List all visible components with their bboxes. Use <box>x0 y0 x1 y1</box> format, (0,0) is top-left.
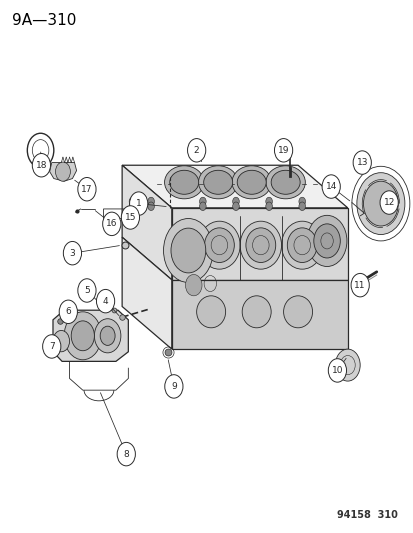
Circle shape <box>53 330 69 352</box>
Circle shape <box>164 375 183 398</box>
Ellipse shape <box>245 228 275 263</box>
Text: 10: 10 <box>331 366 342 375</box>
Text: 11: 11 <box>354 281 365 289</box>
Text: 8: 8 <box>123 450 129 458</box>
Ellipse shape <box>164 166 203 199</box>
Circle shape <box>121 206 139 229</box>
Circle shape <box>100 326 115 345</box>
Circle shape <box>232 202 239 211</box>
Circle shape <box>171 228 205 273</box>
Circle shape <box>163 219 213 282</box>
Text: 15: 15 <box>124 213 136 222</box>
Circle shape <box>313 224 339 258</box>
Circle shape <box>328 359 346 382</box>
Text: 4: 4 <box>102 297 108 305</box>
Circle shape <box>199 202 206 211</box>
Ellipse shape <box>265 166 304 199</box>
Ellipse shape <box>204 228 234 263</box>
Text: 9: 9 <box>171 382 176 391</box>
Circle shape <box>187 139 205 162</box>
Polygon shape <box>50 163 76 181</box>
Ellipse shape <box>242 296 271 328</box>
Circle shape <box>43 335 61 358</box>
Circle shape <box>147 197 154 206</box>
Circle shape <box>117 442 135 466</box>
Ellipse shape <box>203 171 232 195</box>
Circle shape <box>63 241 81 265</box>
Text: 94158  310: 94158 310 <box>336 510 396 520</box>
Polygon shape <box>171 208 347 280</box>
Text: 14: 14 <box>325 182 336 191</box>
Ellipse shape <box>281 221 322 269</box>
Polygon shape <box>53 310 128 361</box>
Ellipse shape <box>271 171 299 195</box>
Circle shape <box>129 192 147 215</box>
Circle shape <box>102 212 121 236</box>
Ellipse shape <box>198 166 237 199</box>
Text: 19: 19 <box>277 146 289 155</box>
Text: 3: 3 <box>69 249 75 257</box>
Text: 5: 5 <box>84 286 90 295</box>
Circle shape <box>32 154 50 177</box>
Circle shape <box>379 191 397 214</box>
Text: 18: 18 <box>36 161 47 169</box>
Circle shape <box>321 175 339 198</box>
Ellipse shape <box>237 171 266 195</box>
Circle shape <box>335 349 359 381</box>
Circle shape <box>232 197 239 206</box>
Circle shape <box>129 202 135 211</box>
Polygon shape <box>122 237 171 349</box>
Circle shape <box>71 321 94 351</box>
Circle shape <box>265 202 272 211</box>
Ellipse shape <box>287 228 316 263</box>
Text: 9A—310: 9A—310 <box>12 13 76 28</box>
Polygon shape <box>171 280 347 349</box>
Text: 13: 13 <box>356 158 367 167</box>
Text: 12: 12 <box>382 198 394 207</box>
Circle shape <box>356 173 404 235</box>
Circle shape <box>147 202 154 211</box>
Circle shape <box>185 274 202 296</box>
Circle shape <box>265 197 272 206</box>
Polygon shape <box>122 165 171 280</box>
Circle shape <box>352 151 370 174</box>
Circle shape <box>363 181 397 226</box>
Circle shape <box>96 289 114 313</box>
Circle shape <box>129 197 135 206</box>
Ellipse shape <box>283 296 312 328</box>
Ellipse shape <box>196 296 225 328</box>
Text: 17: 17 <box>81 185 93 193</box>
Circle shape <box>298 197 305 206</box>
Text: 6: 6 <box>65 308 71 316</box>
Circle shape <box>64 312 101 360</box>
Ellipse shape <box>198 221 240 269</box>
Circle shape <box>55 162 70 181</box>
Circle shape <box>306 215 346 266</box>
Circle shape <box>59 300 77 324</box>
Text: 7: 7 <box>49 342 55 351</box>
Text: 16: 16 <box>106 220 117 228</box>
Ellipse shape <box>231 166 271 199</box>
Circle shape <box>199 197 206 206</box>
Ellipse shape <box>169 171 198 195</box>
Text: 2: 2 <box>193 146 199 155</box>
Circle shape <box>298 202 305 211</box>
Polygon shape <box>122 165 347 208</box>
Circle shape <box>94 319 121 353</box>
Circle shape <box>350 273 368 297</box>
Circle shape <box>78 279 96 302</box>
Circle shape <box>78 177 96 201</box>
Circle shape <box>274 139 292 162</box>
Ellipse shape <box>240 221 281 269</box>
Text: 1: 1 <box>135 199 141 208</box>
